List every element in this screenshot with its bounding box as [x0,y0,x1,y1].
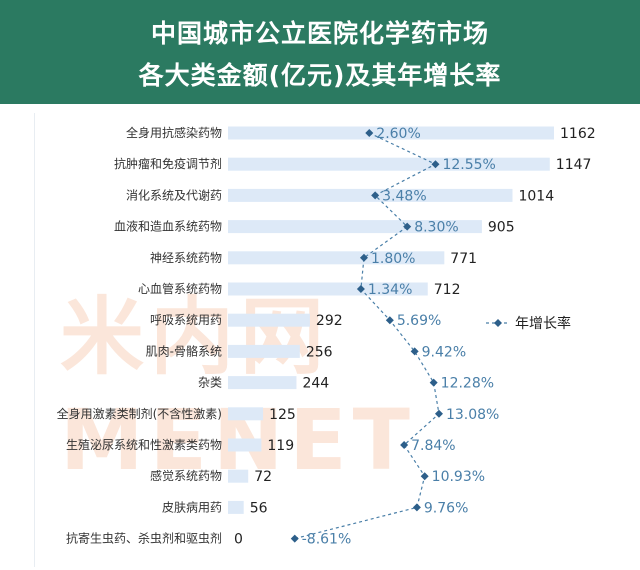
value-label-12: 56 [250,500,268,516]
growth-label-13: -8.61% [302,532,352,548]
bar-12 [228,500,244,514]
category-label-10: 生殖泌尿系统和性激素类药物 [66,437,222,452]
value-label-4: 771 [450,251,477,267]
category-label-6: 呼吸系统用药 [150,313,222,327]
growth-label-8: 12.28% [441,376,494,392]
bar-1 [228,157,550,171]
growth-label-7: 9.42% [422,344,466,360]
value-label-3: 905 [488,220,515,236]
value-label-8: 244 [302,376,329,392]
growth-point-5 [356,285,365,293]
category-label-2: 消化系统及代谢药 [126,187,222,202]
growth-label-1: 12.55% [442,157,495,173]
value-label-6: 292 [316,313,343,329]
growth-point-2 [371,191,380,200]
legend-marker [494,319,502,327]
growth-label-2: 3.48% [382,188,426,204]
value-label-9: 125 [269,407,296,423]
growth-label-5: 1.34% [368,282,412,298]
bar-6 [228,313,310,327]
growth-label-0: 2.60% [376,126,420,142]
category-label-8: 杂类 [198,376,222,390]
growth-label-9: 13.08% [446,407,499,423]
value-label-2: 1014 [518,188,554,204]
growth-point-6 [385,316,394,325]
growth-label-3: 8.30% [414,220,458,236]
category-label-13: 抗寄生虫药、杀虫剂和驱虫剂 [66,531,222,546]
category-label-11: 感觉系统药物 [150,468,222,483]
value-label-0: 1162 [560,126,596,142]
category-label-1: 抗肿瘤和免疫调节剂 [114,156,222,171]
category-label-5: 心血管系统药物 [138,281,222,296]
chart-title-line-2: 各大类金额(亿元)及其年增长率 [138,61,502,90]
category-label-7: 肌肉-骨骼系统 [146,343,222,358]
bar-11 [228,469,249,483]
category-label-3: 血液和造血系统药物 [114,219,222,234]
bar-8 [228,376,297,390]
category-label-0: 全身用抗感染药物 [126,125,222,140]
category-label-4: 神经系统药物 [150,251,222,265]
value-label-10: 119 [267,438,294,454]
growth-label-12: 9.76% [424,500,468,516]
bar-10 [228,438,262,452]
growth-label-11: 10.93% [432,469,485,485]
chart-panel [34,113,605,567]
value-label-11: 72 [254,469,272,485]
value-label-1: 1147 [556,157,592,173]
bar-7 [228,344,300,358]
value-label-5: 712 [434,282,461,298]
growth-point-0 [365,129,374,137]
growth-point-11 [420,472,429,481]
bar-9 [228,407,264,421]
growth-point-8 [429,378,438,387]
bar-5 [228,282,428,296]
growth-point-1 [431,160,440,169]
growth-label-10: 7.84% [411,438,455,454]
growth-point-3 [403,222,412,231]
growth-line [294,132,440,540]
growth-label-6: 5.69% [397,313,441,329]
growth-point-10 [400,441,409,449]
value-label-13: 0 [234,532,243,548]
growth-point-12 [412,503,421,512]
bar-4 [228,251,445,265]
chart-header: 中国城市公立医院化学药市场 各大类金额(亿元)及其年增长率 [0,0,640,104]
category-label-12: 皮肤病用药 [162,499,222,514]
value-label-7: 256 [306,344,333,360]
chart-title-line-1: 中国城市公立医院化学药市场 [150,19,489,48]
category-label-9: 全身用激素类制剂(不含性激素) [57,406,222,421]
legend-label: 年增长率 [515,315,571,332]
growth-point-9 [434,409,443,418]
growth-point-4 [359,253,368,262]
bar-2 [228,188,513,202]
growth-point-7 [410,347,419,356]
growth-label-4: 1.80% [371,251,415,267]
bar-0 [228,126,554,140]
growth-point-13 [290,534,299,543]
bar-3 [228,220,482,234]
